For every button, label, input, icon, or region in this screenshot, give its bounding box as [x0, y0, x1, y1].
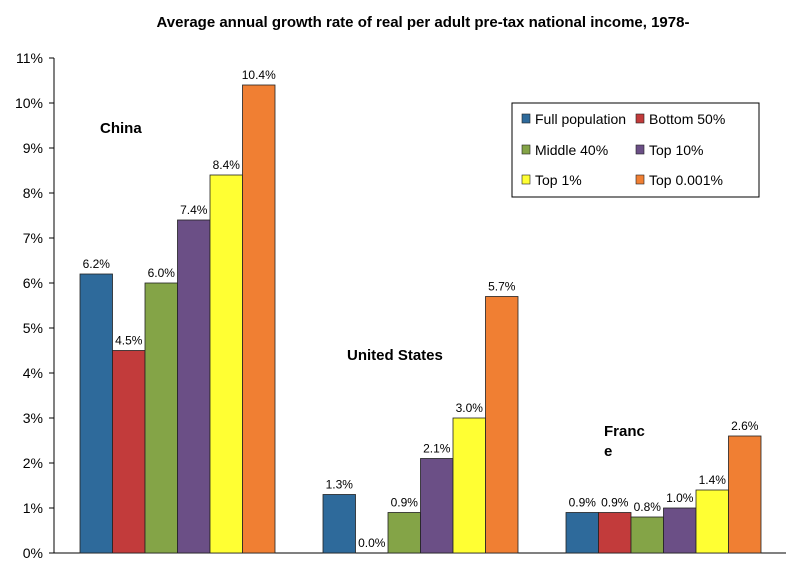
bar: [242, 84, 276, 554]
y-tick-label: 2%: [23, 455, 43, 471]
group-label-line: United States: [347, 347, 443, 364]
legend-swatch: [521, 174, 531, 185]
group-label: United States: [347, 347, 443, 364]
legend-swatch: [521, 144, 531, 155]
data-label: 1.3%: [326, 478, 354, 492]
y-tick-label: 1%: [23, 500, 43, 516]
y-tick-label: 9%: [23, 140, 43, 156]
data-label: 10.4%: [242, 68, 276, 82]
bar: [144, 282, 178, 554]
legend-label: Top 1%: [535, 172, 582, 188]
legend-box: [511, 102, 760, 198]
legend-label: Top 10%: [649, 142, 703, 158]
data-label: 7.4%: [180, 203, 208, 217]
bar: [728, 435, 762, 554]
bar: [598, 512, 632, 554]
y-tick-label: 11%: [16, 50, 43, 66]
legend-label: Top 0.001%: [649, 172, 723, 188]
bar: [112, 350, 146, 554]
legend-label: Middle 40%: [535, 142, 608, 158]
bar: [695, 489, 729, 554]
data-labels: 6.2% 1.3% 0.9% 4.5% 0.0% 0.9% 6.0% 0.9% 0.8% 7.4%…: [83, 68, 759, 550]
legend-label: Bottom 50%: [649, 111, 725, 127]
y-tick-label: 8%: [23, 185, 43, 201]
axes: 0% 1% 2% 3% 4% 5% 6% 7% 8% 9% 10% 11%: [15, 50, 786, 561]
group-label: Franc e: [604, 423, 645, 460]
y-tick-label: 6%: [23, 275, 43, 291]
bar: [565, 512, 599, 554]
data-label: 6.2%: [83, 257, 111, 271]
y-tick-label: 3%: [23, 410, 43, 426]
data-label: 1.0%: [666, 491, 694, 505]
bar: [452, 417, 486, 554]
group-labels: China United States Franc e: [100, 120, 645, 460]
group-label-line: Franc: [604, 423, 645, 440]
group-label: China: [100, 120, 142, 137]
bar: [663, 507, 697, 554]
data-label: 0.9%: [569, 496, 597, 510]
bar: [209, 174, 243, 554]
y-tick-label: 5%: [23, 320, 43, 336]
group-label-line: e: [604, 443, 612, 460]
data-label: 5.7%: [488, 280, 516, 294]
data-label: 6.0%: [148, 266, 176, 280]
data-label: 2.6%: [731, 419, 759, 433]
legend: Full population Bottom 50% Middle 40% Top 1…: [511, 102, 760, 198]
data-label: 2.1%: [423, 442, 451, 456]
data-label: 0.8%: [634, 500, 662, 514]
legend-label: Full population: [535, 111, 626, 127]
y-tick-label: 4%: [23, 365, 43, 381]
legend-swatch: [635, 144, 645, 155]
bar: [322, 494, 356, 554]
bar: [485, 296, 519, 554]
data-label: 0.9%: [391, 496, 419, 510]
data-label: 1.4%: [699, 473, 727, 487]
y-tick-label: 10%: [15, 95, 43, 111]
bar: [630, 516, 664, 554]
legend-swatch: [521, 113, 531, 124]
data-label: 4.5%: [115, 334, 143, 348]
legend-swatch: [635, 174, 645, 185]
bars: [79, 84, 762, 554]
y-tick-label: 7%: [23, 230, 43, 246]
legend-swatch: [635, 113, 645, 124]
y-tick-label: 0%: [23, 545, 43, 561]
bar: [420, 458, 454, 554]
bar: [79, 273, 113, 554]
data-label: 3.0%: [456, 401, 484, 415]
data-label: 0.0%: [358, 536, 386, 550]
data-label: 8.4%: [213, 158, 241, 172]
group-label-line: China: [100, 120, 142, 137]
bar: [177, 219, 211, 554]
data-label: 0.9%: [601, 496, 629, 510]
bar: [387, 512, 421, 554]
chart-title: Average annual growth rate of real per a…: [157, 14, 690, 31]
